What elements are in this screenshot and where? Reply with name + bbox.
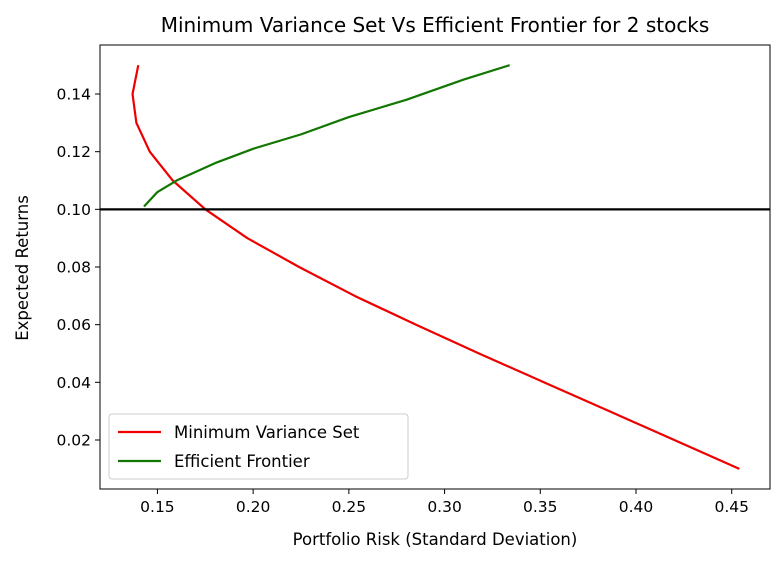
x-tick-label: 0.20 [236, 498, 271, 516]
y-tick-label: 0.04 [56, 374, 91, 392]
legend: Minimum Variance Set Efficient Frontier [108, 413, 409, 480]
x-tick-label: 0.45 [714, 498, 749, 516]
y-tick-label: 0.14 [56, 86, 91, 104]
y-tick-label: 0.02 [56, 431, 91, 449]
y-tick-label: 0.12 [56, 143, 91, 161]
plot-area: 0.15 0.20 0.25 0.30 0.35 0.40 0.45 0.02 0.04 0.06… [56, 44, 771, 516]
chart-title: Minimum Variance Set Vs Efficient Fronti… [161, 13, 710, 37]
legend-box [108, 413, 409, 480]
x-tick-label: 0.25 [332, 498, 367, 516]
legend-label-1: Efficient Frontier [174, 452, 310, 471]
x-tick-label: 0.15 [140, 498, 175, 516]
y-tick-label: 0.08 [56, 259, 91, 277]
series-line-1 [143, 64, 510, 208]
series-line-0 [131, 64, 740, 470]
x-tick-label: 0.35 [523, 498, 558, 516]
x-tick-label: 0.30 [427, 498, 462, 516]
y-tick-label: 0.06 [56, 316, 91, 334]
legend-label-0: Minimum Variance Set [174, 423, 360, 442]
y-tick-label: 0.10 [56, 201, 91, 219]
x-tick-label: 0.40 [619, 498, 654, 516]
y-axis-label: Expected Returns [13, 195, 32, 341]
x-axis-label: Portfolio Risk (Standard Deviation) [293, 530, 578, 549]
